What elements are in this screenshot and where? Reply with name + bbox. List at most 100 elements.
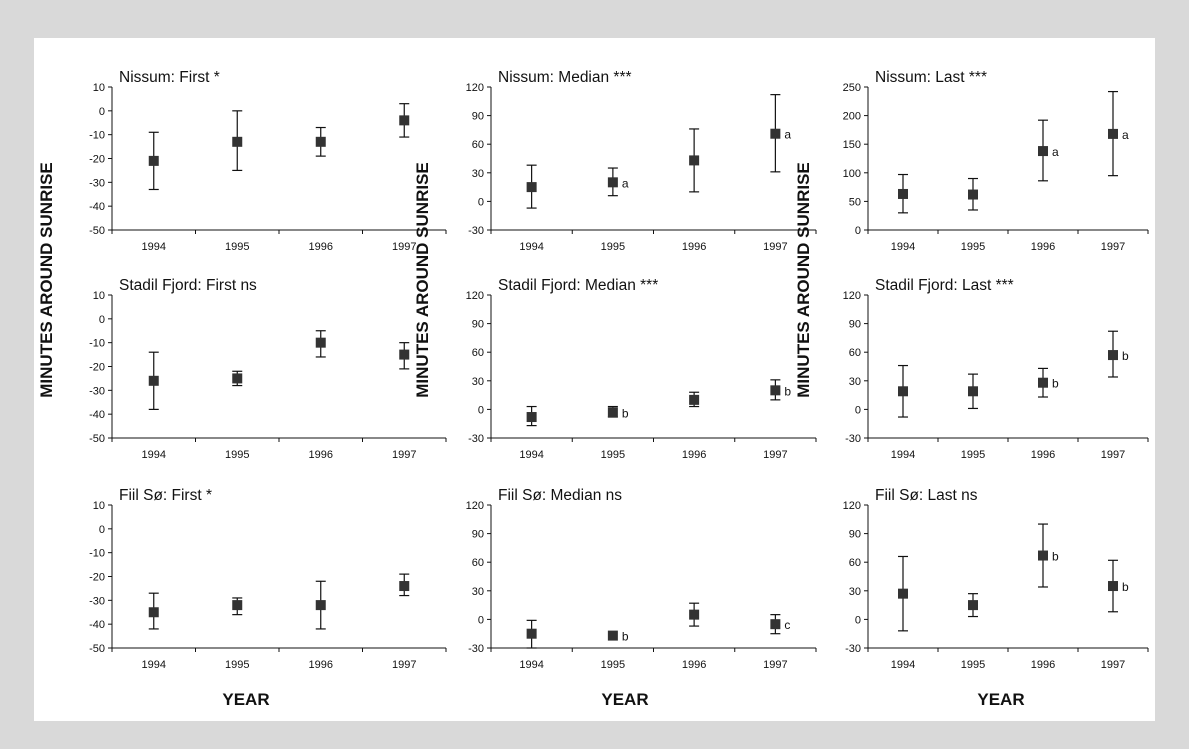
x-tick-label: 1995 (601, 241, 625, 253)
y-tick-label: -30 (468, 433, 484, 445)
y-tick-label: -10 (89, 338, 105, 350)
x-tick-label: 1994 (142, 241, 166, 253)
chart-panel-8: Fiil Sø: Last ns 120 90 60 30 0 -30 1994 1995 199… (843, 487, 1149, 671)
chart-title: Stadil Fjord: Median *** (498, 277, 658, 294)
chart-panel-3: Stadil Fjord: First ns 10 0 -10 -20 -30 -40 -50… (89, 277, 447, 461)
data-point (607, 177, 618, 188)
x-tick-label: 1997 (392, 241, 416, 253)
data-point (770, 619, 781, 630)
chart-title: Stadil Fjord: Last *** (875, 277, 1014, 294)
chart-panel-5: Stadil Fjord: Last *** 120 90 60 30 0 -30 1994 1… (843, 277, 1149, 461)
y-tick-label: 0 (99, 314, 105, 326)
y-tick-label: -30 (468, 225, 484, 237)
x-tick-label: 1997 (1101, 659, 1125, 671)
x-axis-label-left: YEAR (222, 690, 270, 709)
figure-panel: MINUTES AROUND SUNRISE MINUTES AROUND SU… (34, 38, 1155, 721)
chart-panel-4: Stadil Fjord: Median *** 120 90 60 30 0 -30 199… (466, 277, 817, 461)
y-tick-label: 90 (849, 319, 861, 331)
y-tick-label: -30 (468, 643, 484, 655)
x-tick-label: 1994 (519, 241, 543, 253)
x-tick-label: 1994 (891, 241, 915, 253)
data-point (232, 600, 243, 611)
y-tick-label: -10 (89, 130, 105, 142)
x-tick-label: 1995 (601, 659, 625, 671)
y-tick-label: 90 (849, 529, 861, 541)
significance-label: c (784, 618, 790, 632)
y-tick-label: -10 (89, 548, 105, 560)
x-tick-label: 1994 (891, 449, 915, 461)
data-point (399, 349, 410, 360)
y-tick-label: -40 (89, 409, 105, 421)
data-point (1108, 128, 1118, 139)
y-tick-label: 0 (99, 106, 105, 118)
significance-label: b (1052, 377, 1059, 391)
x-tick-label: 1996 (309, 659, 333, 671)
x-axis-label-right: YEAR (977, 690, 1025, 709)
x-tick-label: 1996 (1031, 449, 1055, 461)
x-tick-label: 1996 (309, 449, 333, 461)
data-point (689, 394, 700, 405)
significance-label: b (784, 384, 791, 398)
data-point (689, 609, 700, 620)
data-point (968, 600, 978, 611)
significance-label: b (1122, 349, 1129, 363)
y-tick-label: 10 (93, 82, 105, 94)
data-point (315, 136, 326, 147)
chart-panel-1: Nissum: Median *** 120 90 60 30 0 -30 1994 1995 1… (466, 69, 817, 253)
y-tick-label: 0 (478, 614, 484, 626)
significance-label: b (622, 406, 629, 420)
y-tick-label: -50 (89, 225, 105, 237)
y-tick-label: -20 (89, 572, 105, 584)
chart-title: Nissum: Median *** (498, 69, 632, 86)
x-tick-label: 1996 (1031, 241, 1055, 253)
significance-label: a (784, 128, 791, 142)
y-tick-label: -50 (89, 433, 105, 445)
y-tick-label: 0 (478, 404, 484, 416)
y-tick-label: 60 (472, 347, 484, 359)
data-point (770, 128, 781, 139)
y-tick-label: 120 (466, 500, 484, 512)
y-tick-label: 60 (472, 557, 484, 569)
data-point (1108, 350, 1118, 361)
y-tick-label: -30 (89, 177, 105, 189)
y-tick-label: 250 (843, 82, 861, 94)
x-tick-label: 1996 (682, 449, 706, 461)
data-point (232, 373, 243, 384)
y-tick-label: 150 (843, 139, 861, 151)
y-tick-label: 10 (93, 500, 105, 512)
y-tick-label: 120 (843, 290, 861, 302)
y-tick-label: 30 (849, 376, 861, 388)
data-point (607, 407, 618, 418)
chart-title: Fiil Sø: Last ns (875, 487, 978, 504)
y-tick-label: 90 (472, 319, 484, 331)
y-tick-label: 60 (849, 347, 861, 359)
y-tick-label: 120 (466, 290, 484, 302)
x-tick-label: 1997 (392, 449, 416, 461)
y-tick-label: 100 (843, 168, 861, 180)
data-point (898, 188, 908, 199)
significance-label: a (622, 176, 629, 190)
significance-label: b (622, 630, 629, 644)
data-point (770, 385, 781, 396)
x-tick-label: 1994 (519, 449, 543, 461)
y-tick-label: 90 (472, 111, 484, 123)
x-tick-label: 1996 (682, 659, 706, 671)
data-point (315, 600, 326, 611)
data-point (148, 375, 159, 386)
x-tick-label: 1994 (519, 659, 543, 671)
y-tick-label: 0 (855, 614, 861, 626)
y-tick-label: -40 (89, 619, 105, 631)
y-tick-label: -30 (845, 433, 861, 445)
x-tick-label: 1994 (891, 659, 915, 671)
data-point (526, 628, 537, 639)
chart-title: Fiil Sø: Median ns (498, 487, 622, 504)
x-tick-label: 1997 (1101, 449, 1125, 461)
data-point (399, 581, 410, 592)
chart-title: Stadil Fjord: First ns (119, 277, 257, 294)
data-point (526, 412, 537, 423)
x-tick-label: 1995 (961, 659, 985, 671)
x-tick-label: 1996 (1031, 659, 1055, 671)
data-point (1038, 377, 1048, 388)
data-point (898, 386, 908, 397)
